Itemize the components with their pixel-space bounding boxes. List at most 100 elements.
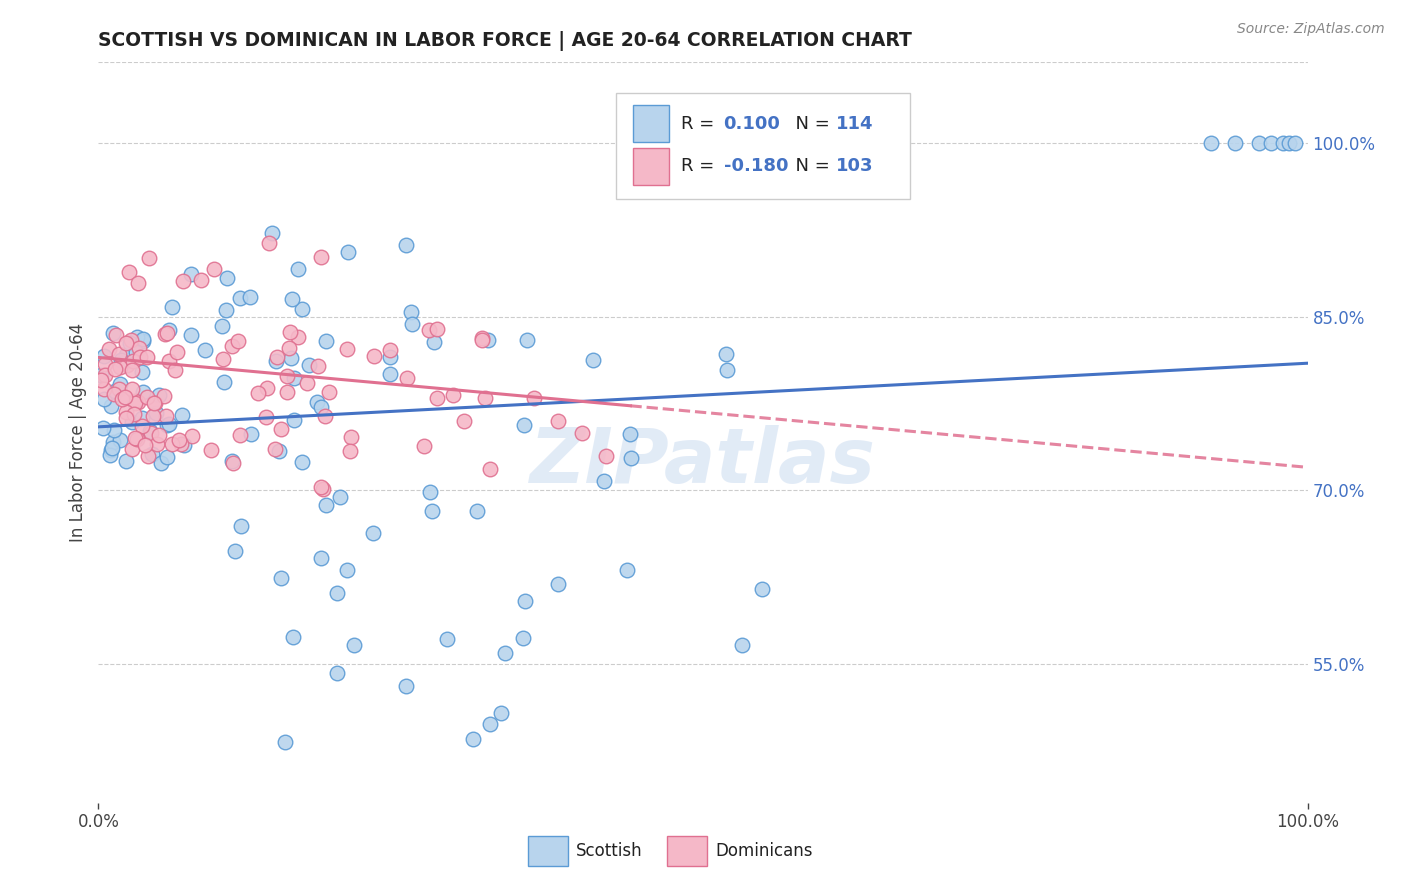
Point bbox=[104, 384, 127, 399]
Point bbox=[211, 351, 233, 366]
Point bbox=[256, 380, 278, 394]
Point bbox=[143, 396, 166, 410]
Point bbox=[170, 409, 193, 423]
Point bbox=[105, 328, 128, 343]
Point bbox=[283, 371, 305, 385]
Bar bbox=[633, 105, 669, 143]
Point bbox=[170, 437, 193, 451]
Point bbox=[93, 382, 115, 396]
Text: N =: N = bbox=[785, 157, 835, 175]
Text: 103: 103 bbox=[837, 157, 873, 175]
Text: R =: R = bbox=[682, 115, 720, 133]
Point bbox=[125, 432, 148, 446]
Point bbox=[287, 329, 309, 343]
Point bbox=[474, 391, 496, 405]
Point bbox=[180, 267, 202, 281]
Point bbox=[361, 525, 384, 540]
Point bbox=[547, 577, 569, 591]
Point bbox=[479, 716, 502, 731]
Point bbox=[465, 504, 488, 518]
Point bbox=[419, 484, 441, 499]
Text: Dominicans: Dominicans bbox=[716, 842, 813, 860]
Point bbox=[395, 679, 418, 693]
Point bbox=[290, 455, 312, 469]
Point bbox=[441, 388, 464, 402]
Text: R =: R = bbox=[682, 157, 720, 175]
Point bbox=[254, 410, 277, 425]
Point bbox=[315, 498, 337, 512]
Point bbox=[134, 437, 156, 451]
Point bbox=[215, 303, 238, 318]
Bar bbox=[666, 836, 707, 866]
Point bbox=[571, 425, 593, 440]
Point bbox=[181, 429, 204, 443]
Point bbox=[115, 335, 138, 350]
Point bbox=[336, 563, 359, 577]
Point bbox=[436, 632, 458, 646]
Point bbox=[166, 345, 188, 359]
Point bbox=[267, 444, 290, 458]
Point bbox=[124, 394, 146, 409]
Point bbox=[426, 391, 449, 405]
Point bbox=[315, 334, 337, 349]
Point bbox=[153, 327, 176, 342]
Point bbox=[399, 305, 422, 319]
Point bbox=[266, 350, 288, 364]
Point bbox=[115, 359, 138, 373]
Point bbox=[215, 271, 238, 285]
Point bbox=[157, 323, 180, 337]
Point bbox=[616, 563, 638, 577]
Point bbox=[132, 384, 155, 399]
Point bbox=[276, 368, 298, 383]
Point bbox=[314, 409, 336, 424]
Point bbox=[173, 438, 195, 452]
Point bbox=[121, 363, 143, 377]
Point bbox=[1249, 136, 1271, 151]
Point bbox=[582, 353, 605, 368]
Point bbox=[100, 399, 122, 413]
Point bbox=[98, 448, 121, 462]
Point bbox=[312, 482, 335, 496]
Point bbox=[200, 442, 222, 457]
Point bbox=[395, 238, 418, 252]
Point bbox=[143, 396, 166, 410]
Point bbox=[471, 334, 494, 348]
Point bbox=[110, 433, 132, 447]
Point bbox=[291, 301, 314, 316]
Point bbox=[131, 334, 153, 348]
Point bbox=[395, 370, 418, 384]
Point bbox=[309, 250, 332, 264]
Text: N =: N = bbox=[785, 115, 835, 133]
Point bbox=[343, 638, 366, 652]
Point bbox=[278, 325, 301, 339]
Point bbox=[118, 265, 141, 279]
Point bbox=[247, 386, 270, 401]
Point bbox=[108, 347, 131, 361]
Point bbox=[180, 327, 202, 342]
Point bbox=[489, 706, 512, 720]
Point bbox=[110, 377, 132, 392]
Point bbox=[127, 276, 149, 290]
Point bbox=[226, 334, 249, 348]
Point bbox=[307, 395, 329, 409]
Point bbox=[325, 665, 347, 680]
Point bbox=[211, 319, 233, 334]
Point bbox=[326, 585, 349, 599]
Text: 0.100: 0.100 bbox=[724, 115, 780, 133]
Point bbox=[224, 544, 246, 558]
Point bbox=[107, 382, 129, 396]
Point bbox=[512, 631, 534, 645]
Point bbox=[115, 405, 138, 419]
Point bbox=[298, 358, 321, 372]
Point bbox=[103, 423, 125, 437]
Point bbox=[307, 359, 329, 373]
Point bbox=[336, 342, 359, 356]
Point bbox=[283, 412, 305, 426]
Point bbox=[730, 639, 752, 653]
Point bbox=[150, 456, 173, 470]
Point bbox=[131, 410, 153, 425]
Point bbox=[229, 428, 252, 442]
Point bbox=[125, 345, 148, 359]
Point bbox=[146, 437, 169, 451]
Point bbox=[239, 290, 262, 304]
